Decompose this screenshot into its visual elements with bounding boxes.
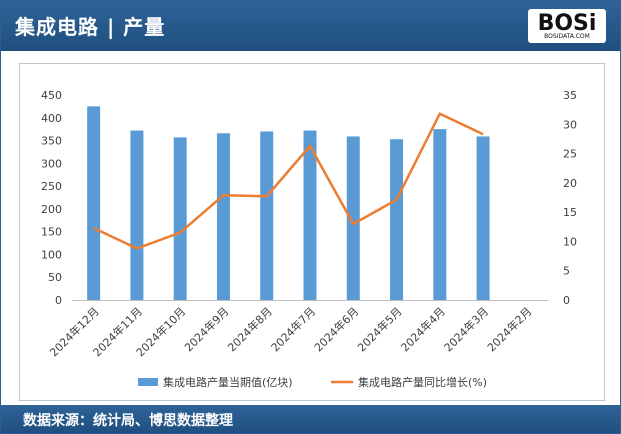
y-right-tick-label: 30 xyxy=(563,118,577,131)
x-tick-label: 2024年7月 xyxy=(268,304,318,354)
logo-subtext: BOSIDATA.COM xyxy=(544,33,590,40)
y-left-tick-label: 450 xyxy=(41,89,62,102)
y-left-tick-label: 400 xyxy=(41,112,62,125)
y-left-tick-label: 100 xyxy=(41,248,62,261)
x-tick-label: 2024年2月 xyxy=(484,304,534,354)
legend-label-bar: 集成电路产量当期值(亿块) xyxy=(163,375,293,389)
y-left-tick-label: 50 xyxy=(48,271,62,284)
y-right-tick-label: 35 xyxy=(563,89,577,102)
x-tick-label: 2024年4月 xyxy=(398,304,448,354)
x-tick-label: 2024年8月 xyxy=(225,304,275,354)
y-left-tick-label: 200 xyxy=(41,203,62,216)
y-right-tick-label: 0 xyxy=(563,294,570,307)
bar xyxy=(476,136,490,300)
x-tick-label: 2024年5月 xyxy=(354,304,404,354)
bar xyxy=(346,136,360,300)
footer-bar: 数据来源：统计局、博思数据整理 xyxy=(1,405,620,433)
page-title: 集成电路 | 产量 xyxy=(15,15,166,39)
bar xyxy=(260,131,274,300)
y-left-tick-label: 300 xyxy=(41,157,62,170)
bar xyxy=(87,106,101,300)
y-left-tick-label: 350 xyxy=(41,135,62,148)
header-bar: 集成电路 | 产量 BOSi BOSIDATA.COM xyxy=(1,1,620,51)
y-right-tick-label: 5 xyxy=(563,265,570,278)
legend-swatch-bar xyxy=(138,378,158,386)
y-left-tick-label: 0 xyxy=(55,294,62,307)
brand-logo: BOSi BOSIDATA.COM xyxy=(528,9,606,43)
bar xyxy=(390,139,404,300)
bar xyxy=(303,130,317,300)
data-source: 数据来源：统计局、博思数据整理 xyxy=(23,413,233,429)
legend-label-line: 集成电路产量同比增长(%) xyxy=(358,375,487,389)
x-tick-label: 2024年9月 xyxy=(181,304,231,354)
growth-line xyxy=(93,112,484,250)
bar xyxy=(130,130,144,300)
x-tick-label: 2024年3月 xyxy=(441,304,491,354)
y-right-tick-label: 20 xyxy=(563,177,577,190)
y-right-tick-label: 15 xyxy=(563,206,577,219)
y-right-tick-label: 10 xyxy=(563,235,577,248)
y-left-tick-label: 250 xyxy=(41,180,62,193)
bar xyxy=(173,137,187,300)
bar xyxy=(433,129,447,300)
y-right-tick-label: 25 xyxy=(563,148,577,161)
bar xyxy=(216,133,230,300)
logo-text: BOSi xyxy=(537,11,597,36)
x-tick-label: 2024年6月 xyxy=(311,304,361,354)
y-left-tick-label: 150 xyxy=(41,226,62,239)
